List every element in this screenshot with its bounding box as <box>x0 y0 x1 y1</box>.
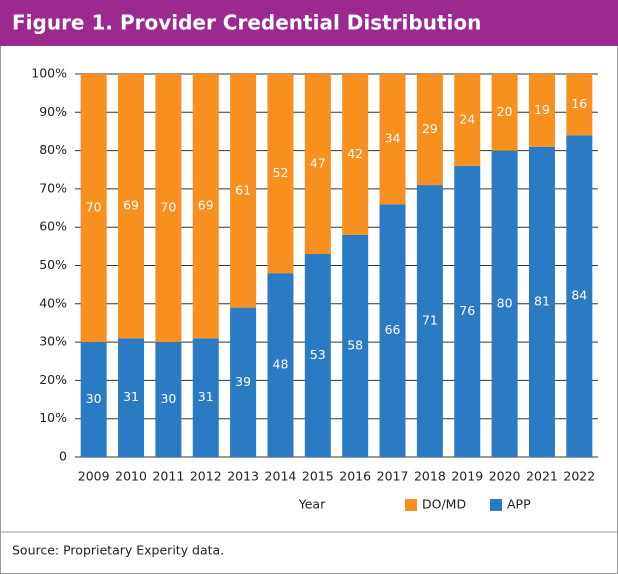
data-label: 30 <box>86 391 102 406</box>
data-label: 24 <box>459 111 475 126</box>
bar-segment <box>304 254 331 457</box>
source-note: Source: Proprietary Experity data. <box>12 543 224 558</box>
legend-label: DO/MD <box>422 497 466 512</box>
legend-swatch <box>405 499 417 511</box>
data-label: 19 <box>534 102 550 117</box>
data-label: 48 <box>273 357 289 372</box>
x-tick-label: 2010 <box>115 469 147 484</box>
data-label: 31 <box>198 389 214 404</box>
bar-segment <box>192 74 219 339</box>
data-label: 31 <box>123 389 139 404</box>
x-tick-label: 2018 <box>414 469 446 484</box>
bar-segment <box>342 74 369 235</box>
y-tick-label: 40% <box>39 295 67 310</box>
data-label: 76 <box>459 303 475 318</box>
y-tick-label: 60% <box>39 219 67 234</box>
data-label: 81 <box>534 293 550 308</box>
x-tick-label: 2011 <box>152 469 184 484</box>
y-tick-label: 10% <box>39 410 67 425</box>
data-label: 53 <box>310 347 326 362</box>
y-tick-label: 100% <box>31 66 67 81</box>
bar-segment <box>230 307 257 457</box>
x-tick-label: 2017 <box>377 469 409 484</box>
data-label: 42 <box>347 146 363 161</box>
bar-segment <box>528 74 555 147</box>
bar-segment <box>267 273 294 457</box>
x-tick-label: 2013 <box>227 469 259 484</box>
data-label: 71 <box>422 313 438 328</box>
x-tick-label: 2015 <box>302 469 334 484</box>
bar-segment <box>528 146 555 457</box>
data-label: 47 <box>310 156 326 171</box>
y-tick-label: 80% <box>39 142 67 157</box>
data-label: 84 <box>571 288 587 303</box>
data-label: 29 <box>422 121 438 136</box>
data-label: 80 <box>497 295 513 310</box>
data-label: 34 <box>385 131 401 146</box>
data-label: 16 <box>571 96 587 111</box>
data-label: 70 <box>160 200 176 215</box>
bar-segment <box>454 74 481 166</box>
x-tick-label: 2009 <box>78 469 110 484</box>
chart-title: Figure 1. Provider Credential Distributi… <box>12 11 481 35</box>
bar-segment <box>491 150 518 457</box>
y-tick-label: 0 <box>59 449 67 464</box>
bar-segment <box>230 74 257 308</box>
bar-segment <box>192 338 219 457</box>
bar-segment <box>416 185 443 457</box>
x-tick-label: 2016 <box>339 469 371 484</box>
y-tick-label: 20% <box>39 372 67 387</box>
y-tick-label: 70% <box>39 180 67 195</box>
bar-segment <box>155 342 182 457</box>
bar-segment <box>80 74 107 343</box>
data-label: 66 <box>385 322 401 337</box>
bar-segment <box>155 74 182 343</box>
x-tick-label: 2019 <box>451 469 483 484</box>
bar-segment <box>416 74 443 186</box>
bar-segment <box>454 165 481 458</box>
y-tick-label: 50% <box>39 257 67 272</box>
bar-segment <box>118 338 145 457</box>
bar-segment <box>118 74 145 339</box>
data-label: 20 <box>497 104 513 119</box>
data-label: 30 <box>160 391 176 406</box>
bar-segment <box>267 74 294 274</box>
legend-swatch <box>490 499 502 511</box>
data-label: 58 <box>347 337 363 352</box>
bar-segment <box>304 74 331 255</box>
x-tick-label: 2022 <box>563 469 595 484</box>
bar-segment <box>80 342 107 457</box>
bar-segment <box>342 234 369 457</box>
data-label: 61 <box>235 182 251 197</box>
header-bar <box>0 0 618 46</box>
y-tick-label: 30% <box>39 334 67 349</box>
data-label: 70 <box>86 200 102 215</box>
x-tick-label: 2021 <box>526 469 558 484</box>
data-label: 69 <box>123 198 139 213</box>
bar-segment <box>566 135 593 457</box>
bar-segment <box>379 74 406 205</box>
legend-label: APP <box>507 497 531 512</box>
bar-segment <box>379 204 406 457</box>
x-tick-label: 2014 <box>265 469 297 484</box>
data-label: 39 <box>235 374 251 389</box>
bar-segment <box>491 74 518 151</box>
x-tick-label: 2012 <box>190 469 222 484</box>
bar-segment <box>566 74 593 136</box>
data-label: 69 <box>198 198 214 213</box>
x-axis-label: Year <box>298 497 326 512</box>
y-tick-label: 90% <box>39 104 67 119</box>
x-tick-label: 2020 <box>489 469 521 484</box>
data-label: 52 <box>273 165 289 180</box>
